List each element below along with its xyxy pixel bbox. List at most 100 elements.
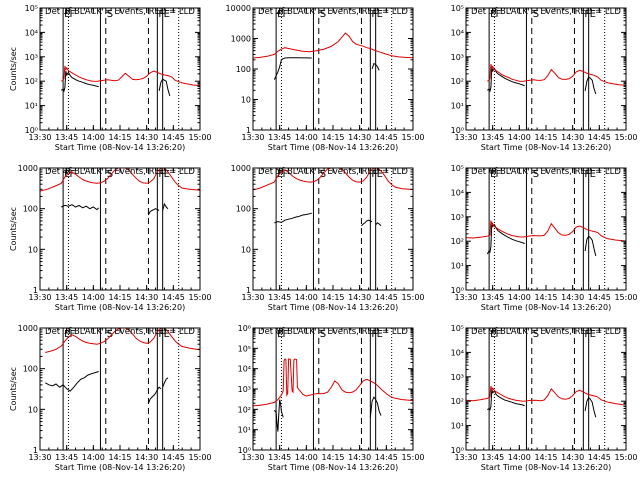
plot-frame [465, 7, 627, 131]
lld-series-line [252, 358, 414, 407]
chart-title: Det 4f BLACK = Events, RED = LLD [45, 167, 195, 177]
x-tick-label: 13:30 [241, 133, 264, 142]
x-tick-label: 14:00 [295, 453, 318, 462]
events-series-line [584, 235, 597, 257]
event-marker-label: E [64, 9, 70, 20]
x-tick-label: 13:30 [28, 133, 51, 142]
y-tick-label: 10² [451, 397, 464, 406]
event-marker-label: E [277, 169, 283, 180]
chart-title: Det 8f BLACK = Events, RED = LLD [258, 327, 408, 337]
x-tick-label: 14:30 [561, 453, 584, 462]
x-axis-label: Start Time (08-Nov-14 13:26:20) [268, 303, 398, 312]
events-series-line [486, 66, 525, 93]
event-marker-label: E [377, 329, 383, 340]
x-tick-label: 14:15 [108, 293, 131, 302]
x-tick-label: 14:30 [135, 453, 158, 462]
events-series-line [584, 396, 597, 418]
y-tick-label: 10⁴ [238, 365, 251, 374]
event-marker-label: E [590, 169, 596, 180]
event-marker-label: E [277, 9, 283, 20]
event-marker-label: S [107, 169, 113, 180]
x-tick-label: 14:15 [321, 133, 344, 142]
y-axis-label: Counts/sec [9, 367, 18, 411]
y-tick-label: 10 [28, 245, 38, 254]
event-marker-label: E [164, 9, 170, 20]
events-series-line [369, 396, 382, 418]
y-tick-label: 10³ [451, 53, 464, 62]
y-tick-label: 1000 [18, 324, 38, 333]
event-marker-label: E [377, 9, 383, 20]
chart-title: Det 1f BLACK = Events, RED = LLD [45, 7, 195, 17]
y-tick-label: 10¹ [238, 426, 251, 435]
y-tick-label: 10² [238, 405, 251, 414]
x-tick-label: 14:15 [321, 453, 344, 462]
y-tick-label: 1 [246, 286, 251, 295]
event-marker-label: F [495, 329, 501, 340]
y-tick-label: 10⁵ [25, 4, 38, 13]
event-marker-label: E [277, 329, 283, 340]
x-tick-label: 14:00 [508, 453, 531, 462]
x-tick-label: 13:45 [268, 293, 291, 302]
y-tick-label: 1000 [231, 164, 251, 173]
x-tick-label: 14:30 [348, 453, 371, 462]
y-tick-label: 10¹ [451, 262, 464, 271]
plot-frame [39, 327, 201, 451]
plot-frame [252, 327, 414, 451]
events-series-line [361, 219, 373, 227]
x-tick-label: 14:45 [162, 133, 185, 142]
event-marker-label: E [377, 169, 383, 180]
y-tick-label: 10³ [451, 373, 464, 382]
lld-series-line [465, 220, 627, 242]
event-marker-label: S [533, 329, 539, 340]
x-tick-label: 14:15 [534, 453, 557, 462]
x-tick-label: 14:00 [82, 453, 105, 462]
x-tick-label: 14:45 [375, 453, 398, 462]
x-tick-label: 14:00 [508, 133, 531, 142]
y-tick-label: 10 [241, 96, 251, 105]
x-tick-label: 14:45 [375, 293, 398, 302]
x-tick-label: 14:30 [135, 293, 158, 302]
x-axis-label: Start Time (08-Nov-14 13:26:20) [268, 463, 398, 472]
x-tick-label: 13:45 [55, 293, 78, 302]
x-tick-label: 13:45 [55, 133, 78, 142]
event-marker-label: S [533, 169, 539, 180]
event-marker-label: E [164, 329, 170, 340]
y-tick-label: 10⁵ [451, 164, 464, 173]
x-tick-label: 14:30 [348, 293, 371, 302]
events-series-line [147, 208, 160, 216]
event-marker-label: F [371, 9, 377, 20]
event-marker-label: E [64, 329, 70, 340]
event-marker-label: F [495, 169, 501, 180]
y-tick-label: 100 [236, 205, 251, 214]
x-axis-label: Start Time (08-Nov-14 13:26:20) [481, 303, 611, 312]
x-tick-label: 14:00 [508, 293, 531, 302]
y-tick-label: 10⁵ [451, 4, 464, 13]
chart-title: Det 5f BLACK = Events, RED = LLD [258, 167, 408, 177]
x-tick-label: 14:15 [534, 293, 557, 302]
y-tick-label: 10 [28, 405, 38, 414]
x-tick-label: 13:30 [454, 453, 477, 462]
x-tick-label: 14:15 [534, 133, 557, 142]
y-tick-label: 10³ [238, 385, 251, 394]
events-series-line [274, 212, 312, 224]
y-tick-label: 10² [25, 77, 38, 86]
y-tick-label: 10⁴ [451, 348, 464, 357]
x-tick-label: 15:00 [401, 133, 424, 142]
events-series-line [61, 204, 100, 211]
x-tick-label: 15:00 [614, 453, 637, 462]
plot-frame [252, 7, 414, 131]
chart-title: Det 7f BLACK = Events, RED = LLD [45, 327, 195, 337]
x-tick-label: 13:45 [268, 453, 291, 462]
events-series-line [60, 70, 99, 93]
x-tick-label: 13:45 [481, 133, 504, 142]
x-tick-label: 14:45 [588, 453, 611, 462]
chart-title: Det 2f BLACK = Events, RED = LLD [258, 7, 408, 17]
y-tick-label: 10¹ [451, 422, 464, 431]
x-tick-label: 13:30 [454, 293, 477, 302]
event-marker-label: F [584, 169, 590, 180]
